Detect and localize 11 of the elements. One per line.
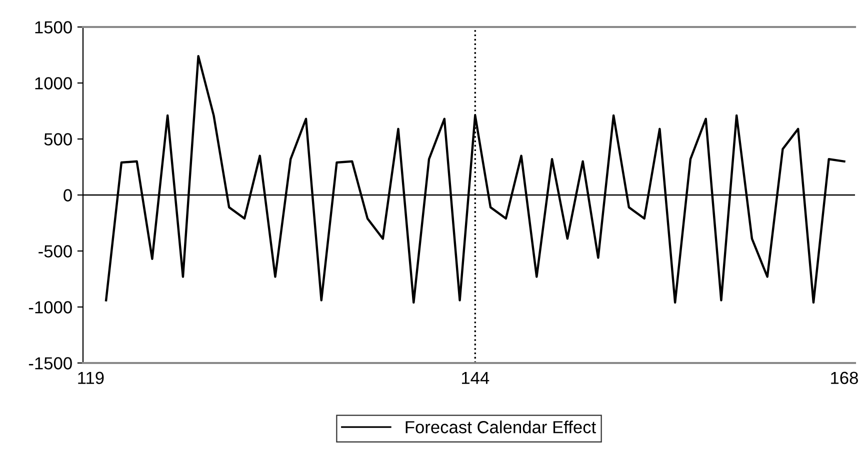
- x-tick-label: 144: [462, 372, 490, 384]
- y-tick-label: -1000: [28, 301, 72, 314]
- y-tick-label: 500: [44, 133, 72, 146]
- legend-label: Forecast Calendar Effect: [406, 420, 596, 434]
- x-tick-label: 168: [831, 372, 858, 384]
- y-tick-label: -1500: [28, 357, 72, 370]
- y-tick-label: 1500: [35, 21, 72, 34]
- y-tick-label: -500: [38, 245, 72, 258]
- x-tick-label: 119: [78, 372, 104, 384]
- y-tick-label: 0: [64, 189, 72, 202]
- y-tick-label: 1000: [35, 77, 72, 90]
